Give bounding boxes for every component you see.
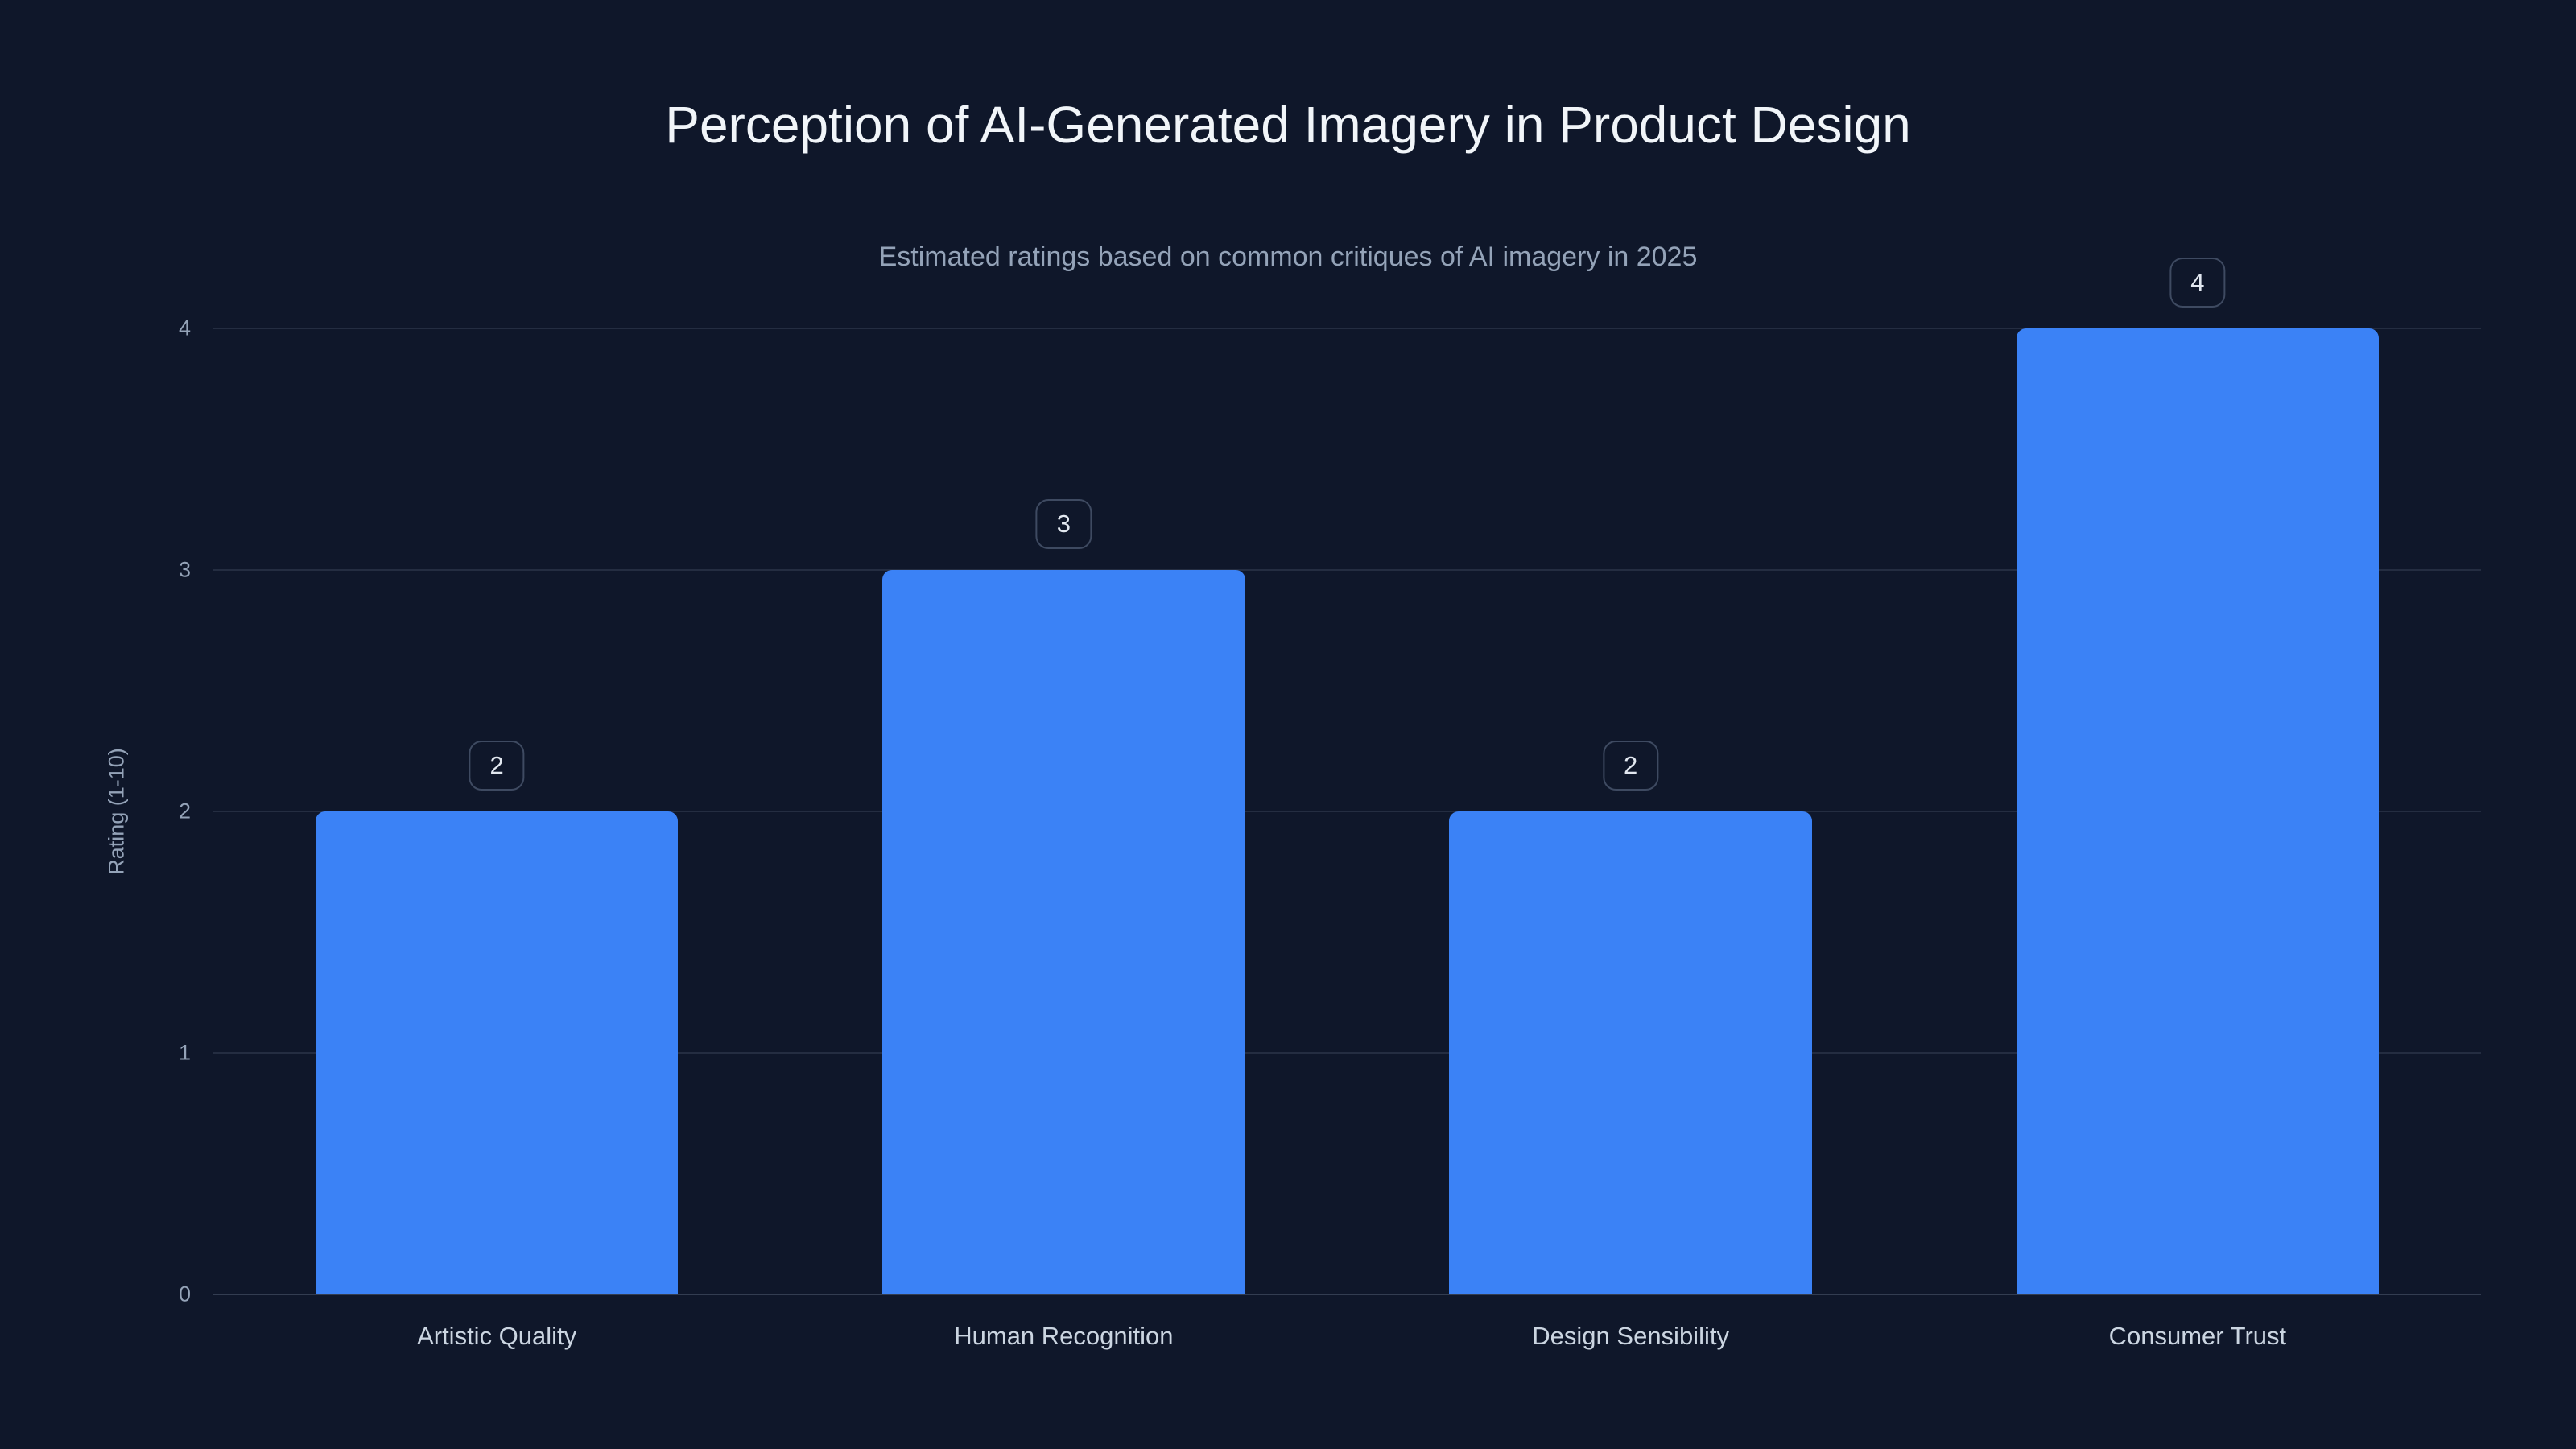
- xtick-label-3: Design Sensibility: [1532, 1322, 1729, 1350]
- ytick-label-2: 2: [178, 799, 191, 824]
- xtick-label-2: Human Recognition: [954, 1322, 1174, 1350]
- ytick-label-1: 1: [178, 1040, 191, 1065]
- y-axis-title: Rating (1-10): [104, 748, 129, 875]
- ytick-label-3: 3: [178, 557, 191, 582]
- bar-1: [315, 811, 679, 1294]
- xtick-label-4: Consumer Trust: [2108, 1322, 2287, 1350]
- value-badge-4: 4: [2169, 257, 2226, 308]
- chart-subtitle: Estimated ratings based on common critiq…: [878, 242, 1698, 272]
- gridline-y-4: [213, 328, 2481, 329]
- plot-area: 0 1 2 3 4 2 Artistic Quality 3 Human Recognition…: [179, 257, 2481, 1350]
- ytick-label-0: 0: [178, 1282, 191, 1307]
- bar-3: [1449, 811, 1812, 1294]
- bar-2: [882, 570, 1245, 1294]
- gridline-y-1: [213, 1052, 2481, 1054]
- ytick-label-4: 4: [178, 316, 191, 341]
- value-badge-3: 2: [1603, 740, 1659, 791]
- gridline-y-3: [213, 569, 2481, 571]
- value-badge-2: 3: [1035, 498, 1092, 549]
- chart-title: Perception of AI-Generated Imagery in Pr…: [665, 96, 1911, 154]
- xtick-label-1: Artistic Quality: [417, 1322, 577, 1350]
- value-badge-1: 2: [469, 740, 525, 791]
- bar-4: [2016, 328, 2380, 1294]
- gridline-y-2: [213, 811, 2481, 812]
- gridline-y-0: [213, 1294, 2481, 1295]
